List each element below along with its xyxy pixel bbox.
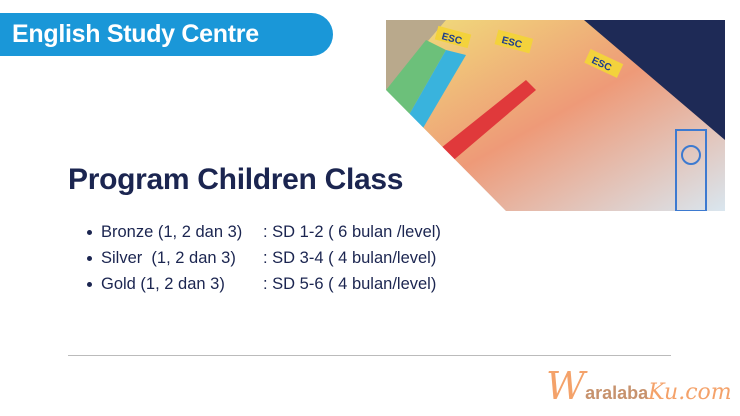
list-item: Silver (1, 2 dan 3) : SD 3-4 ( 4 bulan/le…: [82, 245, 441, 271]
divider: [68, 355, 671, 356]
bullet-icon: [87, 256, 92, 261]
level-detail: : SD 1-2 ( 6 bulan /level): [263, 223, 441, 241]
level-label: Silver (1, 2 dan 3): [101, 249, 236, 267]
esc-label: ESC: [440, 31, 463, 47]
header-title: English Study Centre: [12, 20, 259, 48]
bullet-icon: [87, 282, 92, 287]
page-title: Program Children Class: [68, 163, 404, 196]
bullet-icon: [87, 230, 92, 235]
program-list: Bronze (1, 2 dan 3) : SD 1-2 ( 6 bulan /l…: [82, 219, 441, 297]
watermark-middle: aralaba: [585, 383, 649, 403]
watermark-logo: WaralabaKu.com: [546, 364, 732, 408]
list-item: Gold (1, 2 dan 3) : SD 5-6 ( 4 bulan/leve…: [82, 271, 441, 297]
list-item: Bronze (1, 2 dan 3) : SD 1-2 ( 6 bulan /l…: [82, 219, 441, 245]
level-detail: : SD 5-6 ( 4 bulan/level): [263, 275, 437, 293]
header-banner: English Study Centre: [0, 13, 333, 56]
level-detail: : SD 3-4 ( 4 bulan/level): [263, 249, 437, 267]
watermark-first: W: [546, 364, 586, 408]
level-label: Gold (1, 2 dan 3): [101, 275, 225, 293]
books-photo: ESC ESC ESC: [386, 20, 725, 211]
esc-label: ESC: [500, 35, 523, 51]
watermark-end: Ku.com: [648, 380, 732, 405]
level-label: Bronze (1, 2 dan 3): [101, 223, 243, 241]
